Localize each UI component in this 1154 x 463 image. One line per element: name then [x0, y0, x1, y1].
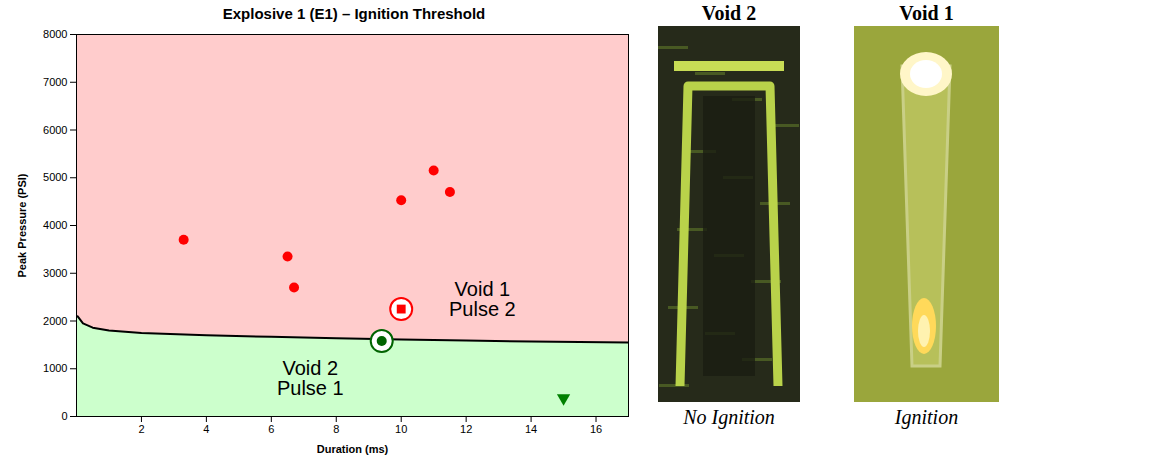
svg-text:16: 16 — [590, 423, 602, 435]
svg-text:Void 1Pulse 2: Void 1Pulse 2 — [449, 278, 516, 320]
svg-text:4: 4 — [203, 423, 209, 435]
html-text:Void 2: Void 2 — [701, 2, 757, 24]
html-text:Void 1: Void 1 — [899, 2, 954, 24]
svg-text:3000: 3000 — [43, 267, 67, 279]
svg-text:12: 12 — [460, 423, 472, 435]
svg-text:6000: 6000 — [43, 124, 67, 136]
html-text:Explosive 1 (E1) – Ignition Th: Explosive 1 (E1) – Ignition Threshold — [222, 5, 486, 22]
svg-text:1000: 1000 — [43, 362, 67, 374]
svg-text:Peak Pressure (PSI): Peak Pressure (PSI) — [16, 173, 28, 277]
svg-text:8: 8 — [333, 423, 339, 435]
svg-text:14: 14 — [525, 423, 537, 435]
svg-text:6: 6 — [268, 423, 274, 435]
svg-text:0: 0 — [61, 410, 67, 422]
svg-text:7000: 7000 — [43, 76, 67, 88]
svg-text:2: 2 — [138, 423, 144, 435]
svg-text:4000: 4000 — [43, 219, 67, 231]
svg-text:10: 10 — [395, 423, 407, 435]
svg-text:Void 2Pulse 1: Void 2Pulse 1 — [277, 357, 344, 399]
html-text:Ignition: Ignition — [894, 406, 959, 428]
svg-text:8000: 8000 — [43, 28, 67, 40]
html-text:No Ignition: No Ignition — [683, 406, 775, 428]
svg-text:5000: 5000 — [43, 171, 67, 183]
svg-text:Duration (ms): Duration (ms) — [317, 443, 389, 455]
svg-text:2000: 2000 — [43, 315, 67, 327]
